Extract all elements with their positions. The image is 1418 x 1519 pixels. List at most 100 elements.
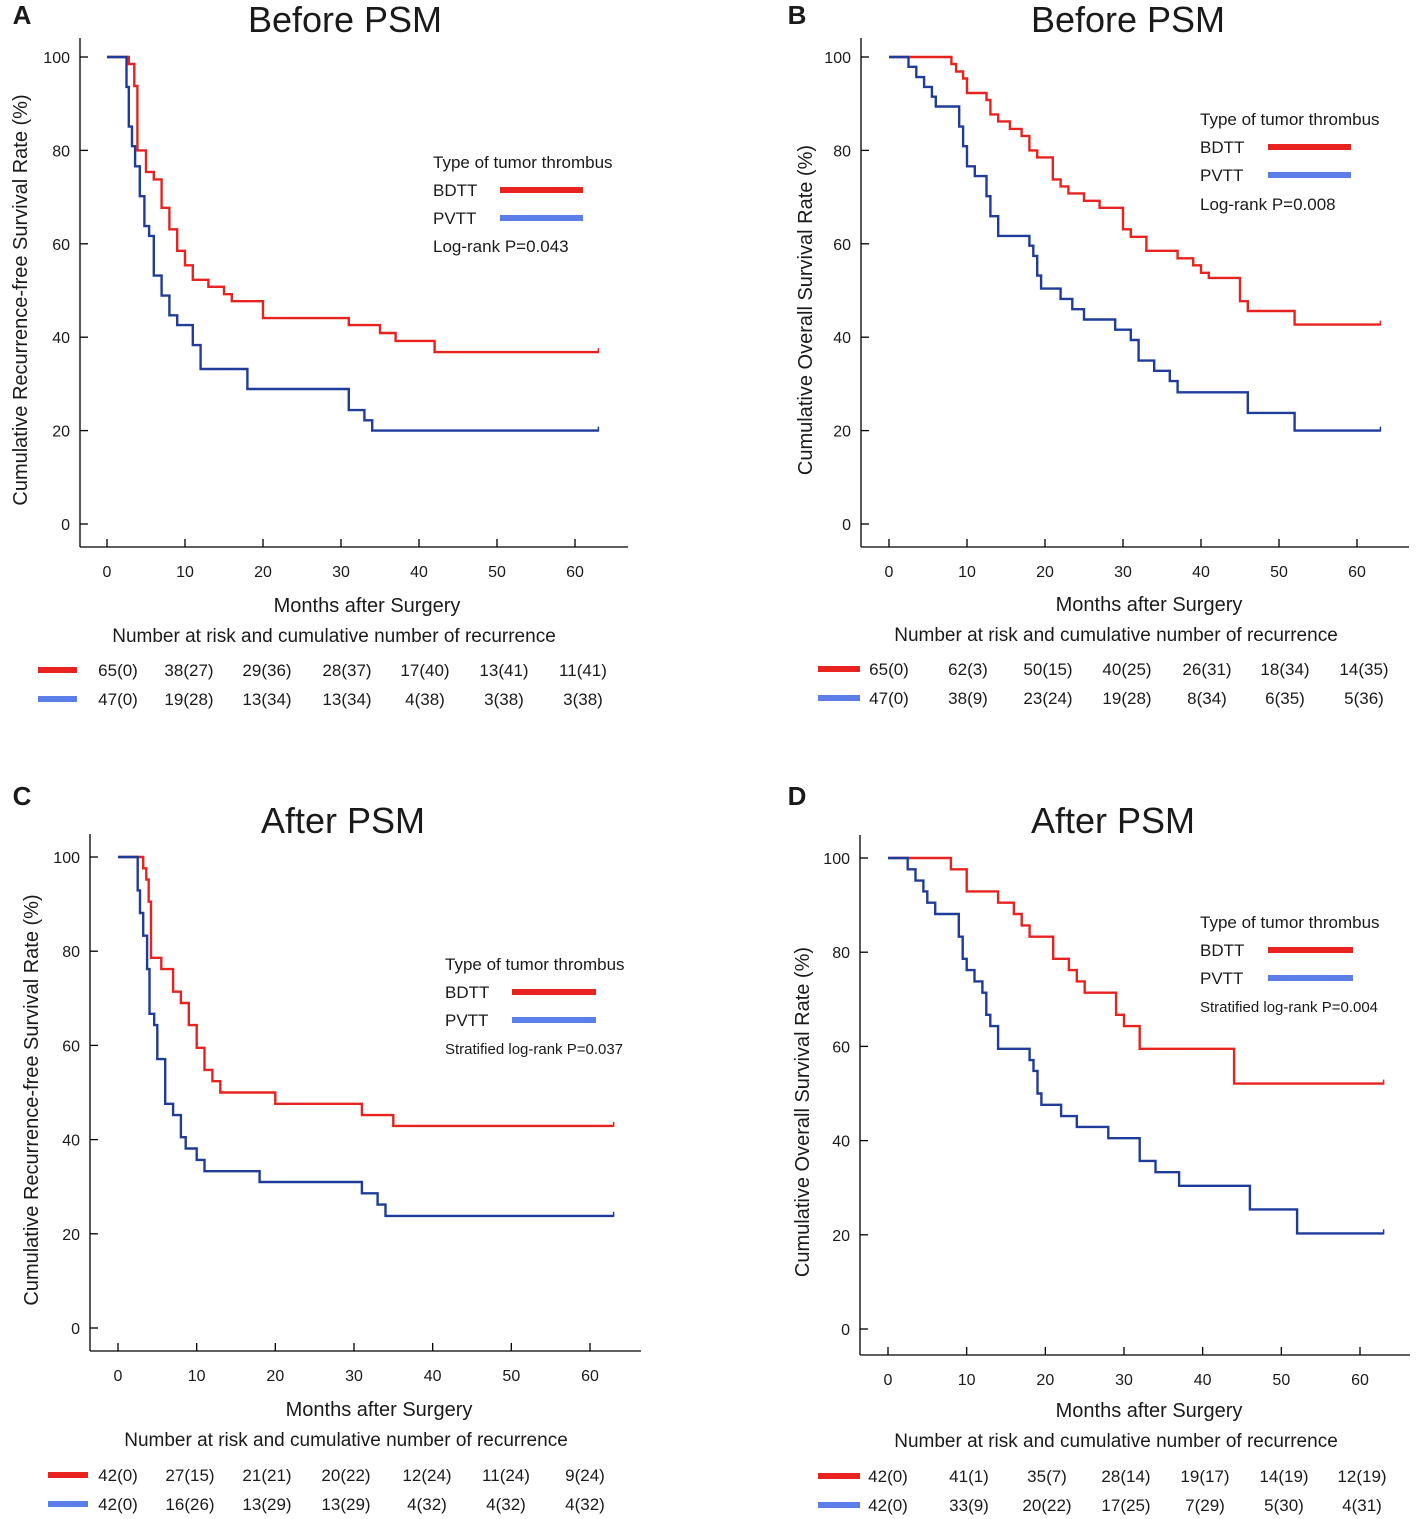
x-tick-label: 40	[410, 564, 428, 581]
stat-text: Stratified log-rank P=0.037	[445, 1041, 623, 1058]
stat-text: Stratified log-rank P=0.004	[1200, 999, 1378, 1016]
series-bdtt-line	[889, 55, 1381, 326]
chart-title: Before PSM	[1031, 0, 1225, 40]
x-tick-label: 60	[1351, 1372, 1369, 1389]
x-tick-label: 20	[1036, 1372, 1054, 1389]
risk-value: 20(22)	[321, 1466, 370, 1485]
x-tick-label: 60	[581, 1368, 599, 1385]
risk-value: 7(29)	[1185, 1496, 1225, 1515]
x-tick-label: 30	[1114, 564, 1132, 581]
risk-value: 14(19)	[1259, 1467, 1308, 1486]
risk-value: 13(34)	[242, 690, 291, 709]
risk-value: 19(17)	[1180, 1467, 1229, 1486]
risk-value: 11(41)	[559, 661, 607, 680]
risk-table: Number at risk and cumulative number of …	[818, 1431, 1387, 1515]
series-bdtt-line	[107, 55, 599, 354]
risk-value: 14(35)	[1339, 660, 1388, 679]
risk-value: 47(0)	[98, 690, 138, 709]
y-tick-label: 100	[823, 851, 850, 868]
y-tick-label: 20	[833, 424, 851, 441]
risk-value: 3(38)	[563, 690, 603, 709]
y-axis-label: Cumulative Overall Survival Rate (%)	[792, 947, 814, 1277]
risk-value: 38(27)	[164, 661, 213, 680]
x-axis-label: Months after Surgery	[1056, 1400, 1243, 1422]
x-tick-label: 30	[1115, 1372, 1133, 1389]
x-tick-label: 50	[502, 1368, 520, 1385]
risk-value: 28(14)	[1101, 1467, 1150, 1486]
x-tick-label: 50	[1272, 1372, 1290, 1389]
legend-title: Type of tumor thrombus	[1200, 110, 1380, 129]
x-tick-label: 20	[266, 1368, 284, 1385]
risk-value: 21(21)	[242, 1466, 291, 1485]
x-tick-label: 10	[958, 564, 976, 581]
risk-value: 8(34)	[1187, 689, 1227, 708]
risk-value: 18(34)	[1260, 660, 1309, 679]
x-tick-label: 20	[1036, 564, 1054, 581]
series-pvtt-line	[888, 856, 1384, 1235]
risk-value: 4(32)	[565, 1495, 605, 1514]
stat-text: Log-rank P=0.043	[433, 237, 569, 256]
risk-table: Number at risk and cumulative number of …	[48, 1430, 605, 1514]
y-tick-label: 80	[833, 143, 851, 160]
y-tick-label: 0	[841, 1322, 850, 1339]
y-tick-label: 60	[833, 237, 851, 254]
panel-label: D	[788, 781, 807, 811]
risk-value: 65(0)	[98, 661, 138, 680]
legend-title: Type of tumor thrombus	[445, 955, 625, 974]
y-tick-label: 0	[842, 517, 851, 534]
x-tick-label: 10	[176, 564, 194, 581]
risk-value: 13(41)	[479, 661, 528, 680]
risk-value: 19(28)	[164, 690, 213, 709]
x-tick-label: 40	[424, 1368, 442, 1385]
y-tick-label: 0	[61, 517, 70, 534]
x-tick-label: 0	[114, 1368, 123, 1385]
legend-label-pvtt: PVTT	[1200, 166, 1243, 185]
risk-table: Number at risk and cumulative number of …	[818, 625, 1389, 708]
x-tick-label: 30	[345, 1368, 363, 1385]
y-tick-label: 80	[52, 143, 70, 160]
y-axis-label: Cumulative Recurrence-free Survival Rate…	[10, 94, 32, 505]
risk-value: 19(28)	[1102, 689, 1151, 708]
risk-value: 11(24)	[482, 1466, 530, 1485]
x-axis-label: Months after Surgery	[1056, 594, 1243, 616]
risk-value: 12(24)	[402, 1466, 451, 1485]
x-tick-label: 20	[254, 564, 272, 581]
x-tick-label: 0	[884, 1372, 893, 1389]
legend-label-pvtt: PVTT	[445, 1011, 488, 1030]
y-tick-label: 40	[833, 330, 851, 347]
y-tick-label: 100	[43, 50, 70, 67]
legend-label-pvtt: PVTT	[1200, 969, 1243, 988]
risk-value: 26(31)	[1182, 660, 1231, 679]
x-tick-label: 60	[566, 564, 584, 581]
risk-value: 5(36)	[1344, 689, 1384, 708]
risk-value: 29(36)	[242, 661, 291, 680]
panel-c: C After PSM 0 20 40 60 80 100 0 10 20 30 40 50 60 Cumul…	[13, 781, 641, 1514]
x-tick-label: 40	[1194, 1372, 1212, 1389]
panel-a: A Before PSM 0 20 40 60 80 100 0 10 20 30 40 50 60 Cumu…	[10, 0, 628, 709]
risk-value: 42(0)	[98, 1495, 138, 1514]
x-tick-label: 60	[1348, 564, 1366, 581]
risk-value: 42(0)	[98, 1466, 138, 1485]
legend-label-bdtt: BDTT	[1200, 941, 1244, 960]
legend: Type of tumor thrombus BDTT PVTT Log-rank P…	[1200, 110, 1380, 214]
risk-value: 4(32)	[486, 1495, 526, 1514]
x-tick-label: 0	[103, 564, 112, 581]
chart-title: Before PSM	[248, 0, 442, 40]
risk-value: 35(7)	[1027, 1467, 1067, 1486]
risk-value: 65(0)	[869, 660, 909, 679]
risk-value: 38(9)	[948, 689, 988, 708]
risk-value: 16(26)	[165, 1495, 214, 1514]
risk-table: Number at risk and cumulative number of …	[38, 626, 607, 709]
y-axis-label: Cumulative Recurrence-free Survival Rate…	[21, 894, 43, 1305]
x-axis-label: Months after Surgery	[286, 1399, 473, 1421]
x-tick-label: 10	[188, 1368, 206, 1385]
panel-label: B	[788, 0, 807, 30]
risk-value: 27(15)	[165, 1466, 214, 1485]
series-bdtt-line	[888, 856, 1384, 1085]
risk-table-title: Number at risk and cumulative number of …	[894, 1431, 1338, 1452]
risk-value: 13(29)	[242, 1495, 291, 1514]
y-tick-label: 40	[52, 330, 70, 347]
x-tick-label: 50	[488, 564, 506, 581]
legend-label-bdtt: BDTT	[1200, 138, 1244, 157]
stat-text: Log-rank P=0.008	[1200, 195, 1336, 214]
